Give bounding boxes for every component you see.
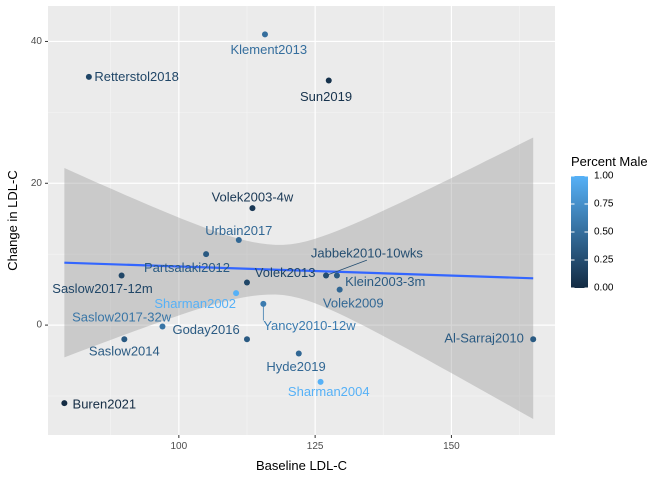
data-point bbox=[295, 350, 302, 357]
data-point bbox=[61, 400, 68, 407]
legend-label: 0.75 bbox=[594, 199, 614, 210]
point-label: Saslow2017-32w bbox=[72, 309, 172, 324]
confidence-band bbox=[64, 137, 534, 419]
x-axis-title: Baseline LDL-C bbox=[256, 458, 347, 473]
data-point bbox=[261, 31, 268, 38]
data-point bbox=[325, 77, 332, 84]
point-label: Partsalaki2012 bbox=[144, 260, 230, 275]
data-point bbox=[249, 205, 256, 212]
y-tick-label: 40 bbox=[31, 36, 43, 47]
y-tick-label: 0 bbox=[36, 320, 42, 331]
point-label: Yancy2010-12w bbox=[263, 318, 356, 333]
data-point bbox=[243, 336, 250, 343]
data-points bbox=[61, 31, 537, 407]
data-point bbox=[203, 251, 210, 258]
point-label: Jabbek2010-10wks bbox=[311, 246, 424, 261]
legend-title: Percent Male bbox=[571, 154, 648, 169]
major-gridlines bbox=[48, 6, 555, 435]
point-label: Saslow2014 bbox=[89, 343, 160, 358]
point-label: Buren2021 bbox=[73, 397, 137, 412]
point-label: Volek2003-4w bbox=[212, 190, 294, 205]
minor-gridlines bbox=[48, 6, 555, 435]
x-axis-ticks: 100 125 150 bbox=[170, 435, 460, 452]
data-point bbox=[260, 300, 267, 307]
legend-label: 0.00 bbox=[594, 283, 614, 294]
point-label: Klement2013 bbox=[230, 42, 307, 57]
data-point bbox=[233, 290, 240, 297]
point-label: Al-Sarraj2010 bbox=[444, 331, 524, 346]
data-point bbox=[235, 237, 242, 243]
regression-line bbox=[64, 261, 534, 280]
y-tick-label: 20 bbox=[31, 178, 43, 189]
point-label: Hyde2019 bbox=[266, 359, 325, 374]
legend-label: 0.50 bbox=[594, 227, 614, 238]
point-label: Goday2016 bbox=[172, 322, 239, 337]
data-point bbox=[85, 73, 92, 80]
point-labels: Klement2013 Retterstol2018 Sun2019 Volek200… bbox=[52, 42, 524, 412]
point-label: Klein2003-3m bbox=[345, 274, 425, 289]
legend-colorbar bbox=[571, 176, 588, 288]
y-axis-title: Change in LDL-C bbox=[5, 170, 20, 270]
data-point bbox=[118, 272, 125, 279]
label-segment bbox=[325, 259, 368, 276]
y-axis-ticks: 0 20 40 bbox=[31, 36, 48, 331]
data-point bbox=[121, 336, 128, 343]
point-label: Retterstol2018 bbox=[94, 69, 179, 84]
data-point bbox=[530, 336, 537, 343]
point-label: Volek2009 bbox=[323, 295, 384, 310]
point-label: Sharman2004 bbox=[288, 384, 370, 399]
legend-ticks: 1.00 0.75 0.50 0.25 0.00 bbox=[571, 171, 614, 294]
legend-label: 1.00 bbox=[594, 171, 614, 182]
legend-label: 0.25 bbox=[594, 255, 614, 266]
data-point bbox=[333, 272, 340, 279]
point-label: Volek2013 bbox=[255, 265, 316, 280]
x-tick-label: 100 bbox=[170, 441, 187, 452]
point-label: Urbain2017 bbox=[205, 223, 272, 238]
data-point bbox=[323, 272, 330, 279]
plot-panel bbox=[48, 6, 555, 435]
data-point bbox=[336, 286, 343, 293]
x-tick-label: 125 bbox=[307, 441, 324, 452]
data-point bbox=[159, 323, 166, 330]
point-label: Sharman2002 bbox=[154, 296, 236, 311]
point-label: Sun2019 bbox=[300, 89, 352, 104]
data-point bbox=[243, 279, 250, 286]
data-point bbox=[317, 378, 324, 385]
point-label: Saslow2017-12m bbox=[52, 281, 152, 296]
legend: Percent Male 1.00 0.75 0.50 0.25 0.00 bbox=[571, 154, 648, 294]
x-tick-label: 150 bbox=[443, 441, 460, 452]
